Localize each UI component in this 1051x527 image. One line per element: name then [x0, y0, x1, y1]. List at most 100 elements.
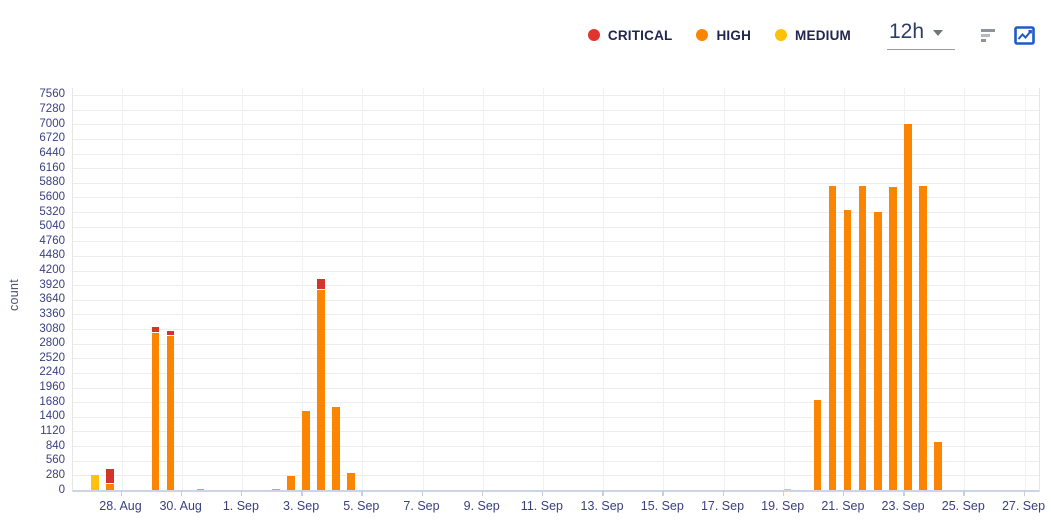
gridline	[302, 88, 304, 490]
y-tick-label: 840	[45, 439, 65, 452]
x-tick-label: 21. Sep	[821, 499, 865, 513]
bar-30Aug-12h[interactable]	[196, 488, 205, 490]
bar-3Sep-12h[interactable]	[317, 278, 325, 490]
gridline	[663, 88, 665, 490]
gridline	[73, 226, 1039, 228]
y-tick-label: 1680	[39, 395, 65, 408]
bar-21Sep-12h[interactable]	[858, 185, 867, 490]
gridline	[73, 285, 1039, 287]
bar-3Sep-00h[interactable]	[302, 410, 310, 490]
bar-22Sep-00h[interactable]	[874, 212, 882, 490]
bar-segment-critical	[317, 278, 325, 290]
bar-segment-high	[889, 186, 897, 490]
x-tick-label: 25. Sep	[941, 499, 985, 513]
bar-2Sep-00h[interactable]	[272, 488, 280, 490]
bar-29Aug-12h[interactable]	[166, 330, 175, 490]
x-tick-label: 19. Sep	[761, 499, 805, 513]
legend-label-critical: CRITICAL	[607, 27, 673, 43]
x-tick-label: 27. Sep	[1001, 499, 1046, 513]
y-tick-label: 6160	[39, 161, 65, 174]
y-tick-label: 5600	[39, 190, 65, 203]
legend-item-high[interactable]: HIGH	[696, 28, 751, 43]
bar-segment-high	[302, 410, 310, 490]
bar-29Aug-00h[interactable]	[151, 327, 160, 490]
bar-4Sep-12h[interactable]	[347, 472, 355, 490]
y-axis: 0 280 560 840 1120 1400 1680 1960 2240 2520 2800 30…	[0, 88, 65, 496]
y-tick-label: 2240	[39, 366, 65, 379]
y-tick-label: 4760	[39, 234, 65, 247]
y-tick-label: 1400	[39, 410, 65, 423]
bar-23Sep-00h[interactable]	[904, 124, 912, 490]
x-axis: 28. Aug 30. Aug 1. Sep 3. Sep 5. Sep 7. Sep 9.…	[72, 499, 1045, 515]
bar-segment-high	[843, 209, 852, 490]
gridline	[73, 197, 1039, 199]
bar-27Aug-12h[interactable]	[106, 469, 114, 490]
gridline	[73, 446, 1039, 448]
gridline	[73, 387, 1039, 389]
bar-20Sep-12h[interactable]	[828, 185, 837, 490]
medium-dot-icon	[775, 29, 788, 41]
x-tick-label: 11. Sep	[520, 499, 563, 513]
gridline	[73, 270, 1039, 272]
gridline	[422, 88, 424, 490]
x-tick-mark	[421, 490, 423, 496]
chart-header: CRITICAL HIGH MEDIUM 12h	[587, 18, 1035, 52]
gridline	[603, 88, 605, 490]
bar-22Sep-12h[interactable]	[889, 186, 897, 490]
bar-4Sep-00h[interactable]	[332, 407, 340, 490]
y-tick-label: 0	[58, 483, 65, 496]
x-tick-mark	[481, 490, 484, 496]
gridline	[482, 88, 484, 490]
gridline	[241, 88, 243, 490]
x-tick-mark	[662, 490, 664, 496]
bar-19Sep-00h[interactable]	[783, 488, 792, 490]
y-tick-label: 560	[45, 454, 65, 467]
y-tick-label: 4200	[39, 264, 65, 277]
gridline	[73, 168, 1039, 170]
x-tick-mark	[301, 490, 303, 496]
gridline	[73, 431, 1039, 433]
gridline	[1024, 88, 1026, 490]
gridline	[73, 343, 1039, 345]
bar-segment-critical	[151, 327, 160, 333]
bar-segment-high	[106, 483, 114, 490]
y-tick-label: 2520	[39, 351, 65, 364]
bar-segment-high	[151, 333, 160, 490]
bar-20Sep-00h[interactable]	[813, 399, 822, 490]
bar-segment-critical	[166, 330, 175, 335]
interval-selector[interactable]: 12h	[887, 20, 955, 51]
bar-23Sep-12h[interactable]	[919, 185, 927, 490]
chart-options-button[interactable]	[981, 28, 997, 43]
interval-value: 12h	[889, 19, 925, 43]
bar-segment-medium	[91, 475, 99, 490]
bar-24Sep-00h[interactable]	[934, 441, 942, 490]
x-tick-label: 5. Sep	[343, 499, 380, 513]
x-tick-mark	[180, 490, 183, 496]
horizontal-bars-icon	[981, 28, 997, 43]
gridline	[73, 138, 1039, 140]
y-tick-label: 1120	[40, 424, 65, 437]
bar-segment-critical	[106, 469, 114, 483]
x-tick-label: 30. Aug	[159, 499, 202, 513]
y-tick-label: 7560	[39, 88, 65, 101]
bar-segment-high	[166, 335, 175, 490]
bar-27Aug-00h[interactable]	[91, 475, 99, 490]
x-tick-label: 23. Sep	[881, 499, 925, 513]
bar-2Sep-12h[interactable]	[287, 475, 295, 490]
x-tick-label: 9. Sep	[463, 499, 500, 513]
x-tick-label: 17. Sep	[700, 499, 745, 513]
bar-segment-high	[919, 185, 927, 490]
gridline	[181, 88, 183, 490]
gridline	[723, 88, 725, 490]
legend-item-critical[interactable]: CRITICAL	[587, 27, 673, 43]
x-axis-ticks	[72, 490, 1038, 497]
bar-segment-high	[904, 124, 912, 490]
x-tick-mark	[722, 490, 724, 496]
y-tick-label: 6720	[39, 132, 65, 145]
gridline	[73, 460, 1039, 462]
legend-item-medium[interactable]: MEDIUM	[775, 28, 851, 43]
chart-type-button[interactable]	[1014, 25, 1035, 45]
bar-21Sep-00h[interactable]	[843, 209, 852, 490]
y-tick-label: 3360	[39, 307, 65, 320]
gridline	[964, 88, 966, 490]
